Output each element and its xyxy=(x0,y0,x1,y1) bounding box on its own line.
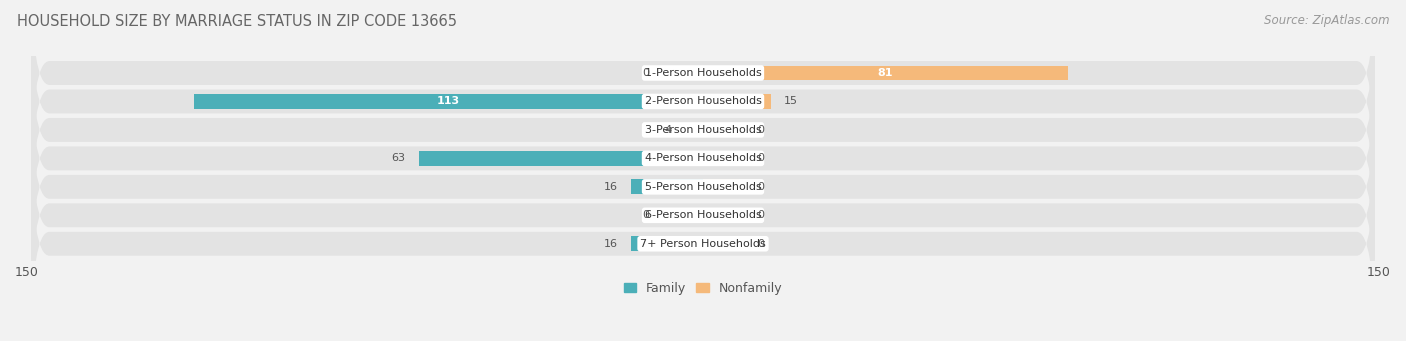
Bar xyxy=(419,151,703,166)
Bar xyxy=(194,94,703,109)
Text: 113: 113 xyxy=(437,97,460,106)
Bar xyxy=(666,208,703,223)
Bar xyxy=(703,179,740,194)
Bar xyxy=(703,122,740,137)
Text: 15: 15 xyxy=(785,97,799,106)
Text: 1-Person Households: 1-Person Households xyxy=(644,68,762,78)
Text: 16: 16 xyxy=(603,239,617,249)
Text: 6-Person Households: 6-Person Households xyxy=(644,210,762,220)
FancyBboxPatch shape xyxy=(31,0,1375,203)
Bar xyxy=(703,208,740,223)
Bar xyxy=(685,122,703,137)
FancyBboxPatch shape xyxy=(31,57,1375,260)
Text: 0: 0 xyxy=(756,153,763,163)
FancyBboxPatch shape xyxy=(31,0,1375,175)
Bar xyxy=(631,179,703,194)
Text: 5-Person Households: 5-Person Households xyxy=(644,182,762,192)
Bar xyxy=(703,94,770,109)
Text: 0: 0 xyxy=(756,125,763,135)
Bar xyxy=(631,236,703,251)
Text: 0: 0 xyxy=(643,210,650,220)
Bar xyxy=(703,65,1069,80)
Text: 63: 63 xyxy=(391,153,405,163)
Text: 2-Person Households: 2-Person Households xyxy=(644,97,762,106)
Text: Source: ZipAtlas.com: Source: ZipAtlas.com xyxy=(1264,14,1389,27)
Text: 4: 4 xyxy=(664,125,672,135)
Text: 16: 16 xyxy=(603,182,617,192)
Bar xyxy=(666,65,703,80)
Bar xyxy=(703,236,740,251)
FancyBboxPatch shape xyxy=(31,28,1375,232)
FancyBboxPatch shape xyxy=(31,142,1375,341)
Text: 4-Person Households: 4-Person Households xyxy=(644,153,762,163)
Text: 0: 0 xyxy=(643,68,650,78)
Text: 7+ Person Households: 7+ Person Households xyxy=(640,239,766,249)
FancyBboxPatch shape xyxy=(31,85,1375,289)
Text: 0: 0 xyxy=(756,210,763,220)
Legend: Family, Nonfamily: Family, Nonfamily xyxy=(619,277,787,300)
Bar xyxy=(703,151,740,166)
Text: 0: 0 xyxy=(756,182,763,192)
Text: 81: 81 xyxy=(877,68,893,78)
FancyBboxPatch shape xyxy=(31,114,1375,317)
Text: 3-Person Households: 3-Person Households xyxy=(644,125,762,135)
Text: HOUSEHOLD SIZE BY MARRIAGE STATUS IN ZIP CODE 13665: HOUSEHOLD SIZE BY MARRIAGE STATUS IN ZIP… xyxy=(17,14,457,29)
Text: 0: 0 xyxy=(756,239,763,249)
